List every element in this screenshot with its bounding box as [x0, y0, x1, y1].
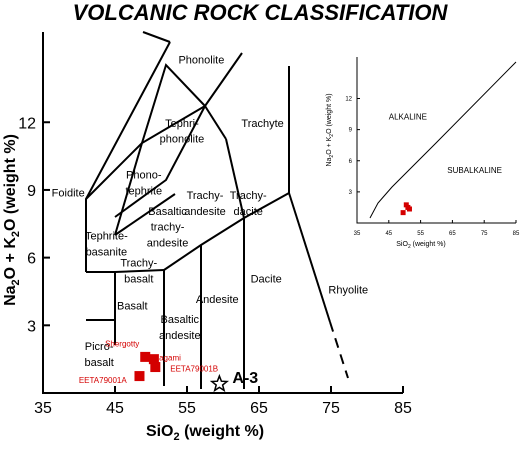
boundary-basaltic-trachyandesite [163, 192, 290, 271]
inset-alkaline-divider [369, 61, 517, 219]
boundary-trachyte-inner [204, 105, 227, 140]
field-label: phonolite [160, 134, 205, 146]
sample-point [148, 354, 159, 365]
sample-point [134, 371, 145, 382]
inset-y-tick-label: 12 [345, 97, 352, 103]
main-plot-area: 35 45 55 65 75 85 3 6 9 12 [2, 31, 412, 443]
main-x-tick-label: 65 [250, 400, 268, 417]
main-y-tick-label: 3 [27, 318, 36, 335]
field-label: Trachy- [187, 190, 224, 202]
main-x-axis-label: SiO2 (weight %) [146, 423, 264, 443]
sample-label: EETA79001A [79, 376, 128, 385]
inset-tick-marks [356, 98, 517, 223]
boundary-tephriphonolite [141, 52, 243, 144]
field-label: tephrite [125, 185, 162, 197]
inset-region-label: ALKALINE [389, 112, 427, 121]
field-label: basanite [86, 246, 128, 258]
field-label: basalt [84, 357, 113, 369]
field-label: Phonolite [178, 55, 224, 67]
inset-x-tick-label: 55 [417, 231, 424, 237]
main-x-tick-label: 55 [178, 400, 196, 417]
boundary-trachyte-to-rhyolite [288, 192, 331, 323]
dashed-rhyolite [329, 321, 349, 379]
sample-label: Zagami [154, 353, 181, 362]
main-field-labels: Foidite Phonolite Tephri-phonolite Trachyte… [52, 55, 368, 369]
boundary-phonolite-top [142, 31, 171, 43]
inset-sample-point [400, 210, 406, 216]
inset-x-tick-label: 75 [481, 231, 488, 237]
main-y-tick-label: 12 [18, 115, 36, 132]
main-sample-labels: Shergotty Zagami EETA79001B EETA79001A [79, 340, 218, 385]
sample-point [150, 362, 161, 373]
main-y-axis-label: Na2O + K2O (weight %) [2, 134, 22, 306]
main-y-tick-label: 6 [27, 251, 36, 268]
field-label: andesite [184, 206, 226, 218]
field-label: dacite [234, 206, 263, 218]
inset-plot-area: 35 45 55 65 75 85 3 6 9 12 ALKALINE SUBALKALINE Si… [326, 57, 520, 250]
field-label: Basalt [117, 301, 148, 313]
field-label: Trachy- [230, 190, 267, 202]
star-label: A-3 [232, 370, 258, 387]
field-label: Phono- [126, 170, 162, 182]
field-label: basalt [124, 273, 153, 285]
chart-title: VOLCANIC ROCK CLASSIFICATION [73, 0, 449, 25]
tas-dashed-boundaries [200, 321, 349, 392]
inset-y-tick-label: 3 [349, 190, 353, 196]
field-label: Foidite [52, 188, 85, 200]
boundary-basalt-trachy [114, 269, 165, 273]
inset-x-tick-label: 85 [513, 231, 520, 237]
inset-sample-point [405, 204, 411, 210]
field-label: Dacite [251, 273, 282, 285]
main-x-tick-label: 45 [106, 400, 124, 417]
inset-x-axis-label: SiO2 (weight %) [396, 241, 445, 250]
inset-x-tick-label: 45 [385, 231, 392, 237]
inset-region-labels: ALKALINE SUBALKALINE [389, 112, 502, 175]
main-sample-points [134, 351, 161, 382]
field-label: Basaltic [148, 206, 187, 218]
boundary-trachyandesite [114, 105, 206, 218]
field-label: andesite [147, 237, 189, 249]
field-label: trachy- [151, 222, 185, 234]
field-label: Picro- [85, 341, 114, 353]
sample-point [140, 351, 151, 362]
star-marker [209, 373, 230, 393]
inset-x-tick-label: 65 [449, 231, 456, 237]
inset-axes-frame [356, 57, 516, 224]
inset-region-label: SUBALKALINE [447, 166, 502, 175]
field-label: Trachyte [241, 118, 283, 130]
main-tick-labels: 35 45 55 65 75 85 3 6 9 12 [18, 115, 412, 417]
inset-sample-points [400, 202, 412, 216]
field-label: Tephri- [165, 118, 199, 130]
field-label: Andesite [196, 294, 239, 306]
a3-star-marker: A-3 [209, 370, 258, 393]
boundary-trachyte-tail [225, 138, 245, 219]
sample-label: Shergotty [105, 340, 139, 349]
field-label: Rhyolite [328, 285, 368, 297]
main-y-tick-label: 9 [27, 183, 36, 200]
boundary-trachybasalt-left [114, 142, 143, 236]
field-label: Basaltic [161, 314, 200, 326]
main-x-tick-label: 75 [322, 400, 340, 417]
inset-x-tick-label: 35 [354, 231, 361, 237]
inset-y-tick-label: 6 [349, 159, 353, 165]
main-x-tick-label: 35 [34, 400, 52, 417]
main-x-tick-label: 85 [394, 400, 412, 417]
boundary-phonotephrite [114, 193, 176, 236]
field-label: andesite [159, 330, 201, 342]
inset-y-axis-label: Na2O + K2O (weight %) [326, 93, 335, 166]
field-label: Tephrite- [85, 231, 128, 243]
main-tick-marks [42, 121, 404, 393]
inset-tick-labels: 35 45 55 65 75 85 3 6 9 12 [345, 97, 520, 238]
inset-sample-point [403, 202, 409, 208]
field-label: Trachy- [120, 258, 157, 270]
sample-label: EETA79001B [170, 365, 218, 374]
inset-y-tick-label: 9 [349, 128, 353, 134]
